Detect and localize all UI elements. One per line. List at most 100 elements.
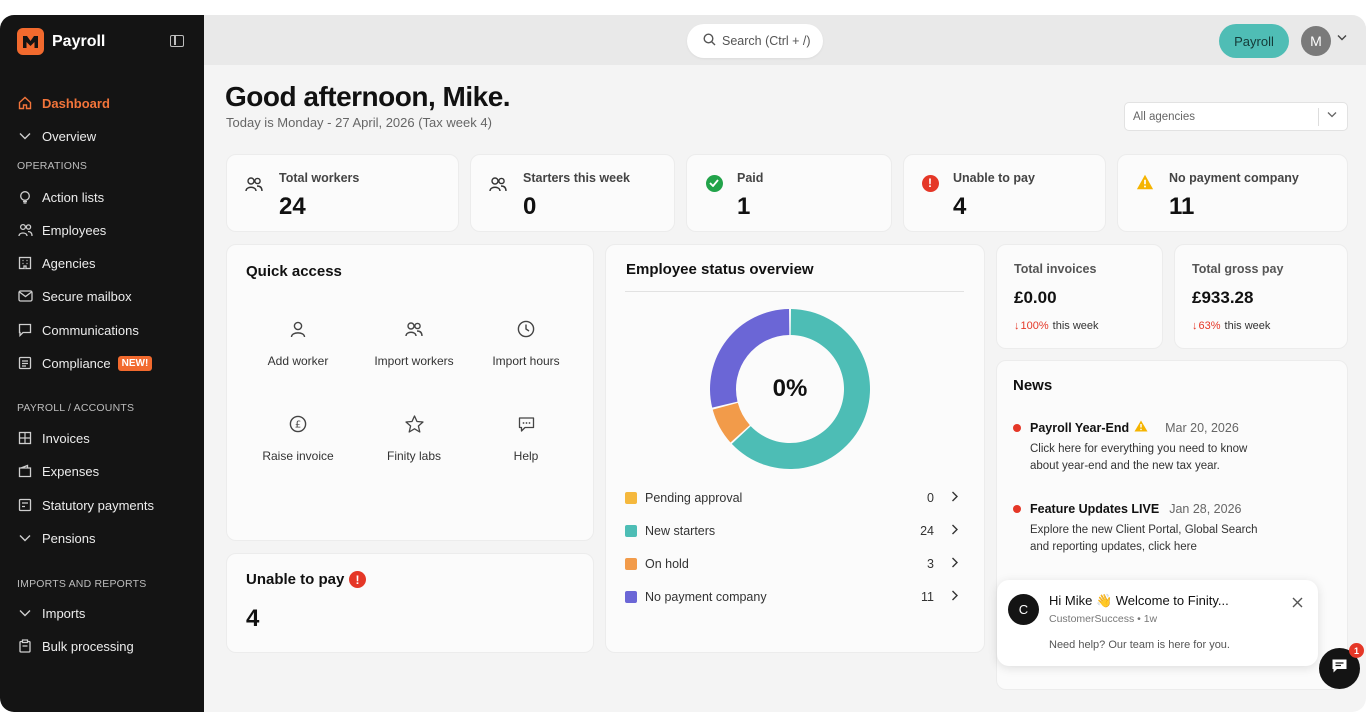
legend-swatch xyxy=(625,525,637,537)
avatar[interactable]: M xyxy=(1301,26,1331,56)
donut-segment-new-starters[interactable] xyxy=(731,309,870,469)
alert-circle-icon: ! xyxy=(921,174,939,192)
legend-swatch xyxy=(625,558,637,570)
sidebar-item-imports[interactable]: Imports xyxy=(17,603,85,623)
legend-row[interactable]: New starters 24 xyxy=(625,522,960,540)
quick-import-workers[interactable]: Import workers xyxy=(359,318,469,368)
arrow-down-icon: ↓ xyxy=(1192,320,1198,332)
sidebar-item-bulk-processing[interactable]: Bulk processing xyxy=(17,636,134,656)
legend-label: On hold xyxy=(645,557,689,571)
payroll-button[interactable]: Payroll xyxy=(1219,24,1289,58)
unable-to-pay-card[interactable] xyxy=(226,553,594,653)
sidebar-item-secure-mailbox[interactable]: Secure mailbox xyxy=(17,286,132,306)
quick-finity-labs[interactable]: Finity labs xyxy=(359,413,469,463)
quick-item-label: Import workers xyxy=(374,354,454,368)
quick-access-title: Quick access xyxy=(246,263,342,280)
app-name: Payroll xyxy=(52,32,106,50)
sidebar-item-communications[interactable]: Communications xyxy=(17,320,139,340)
check-circle-icon xyxy=(705,174,723,192)
quick-raise-invoice[interactable]: £ Raise invoice xyxy=(243,413,353,463)
search-placeholder: Search (Ctrl + /) xyxy=(722,34,811,48)
quick-item-label: Help xyxy=(513,449,539,463)
stat-label: Paid xyxy=(737,171,764,185)
users-icon xyxy=(359,318,469,340)
chevron-down-icon xyxy=(17,128,33,144)
top-bar: Search (Ctrl + /) Payroll M xyxy=(204,15,1366,65)
quick-help[interactable]: Help xyxy=(471,413,581,463)
building-icon xyxy=(17,255,33,271)
donut-segment-on-hold[interactable] xyxy=(712,402,750,443)
sidebar-item-expenses[interactable]: Expenses xyxy=(17,461,99,481)
sidebar-item-dashboard[interactable]: Dashboard xyxy=(17,93,110,113)
section-payroll-accounts: PAYROLL / ACCOUNTS xyxy=(17,402,135,414)
pound-icon: £ xyxy=(243,413,353,435)
news-item-date: Jan 28, 2026 xyxy=(1169,502,1242,516)
chat-popup[interactable]: C Hi Mike 👋 Welcome to Finity... Custome… xyxy=(997,580,1318,666)
quick-item-label: Finity labs xyxy=(386,449,442,463)
chat-popup-meta: CustomerSuccess • 1w xyxy=(1049,613,1158,625)
quick-add-worker[interactable]: Add worker xyxy=(243,318,353,368)
gross-pay-value: £933.28 xyxy=(1192,288,1254,307)
sidebar-collapse-icon[interactable] xyxy=(170,35,184,47)
legend-row[interactable]: No payment company 11 xyxy=(625,588,960,606)
sidebar-item-compliance[interactable]: Compliance NEW! xyxy=(17,353,153,373)
sidebar: Payroll Dashboard Overview OPERATIONS Ac… xyxy=(0,15,204,712)
legend-swatch xyxy=(625,492,637,504)
legend-count: 0 xyxy=(927,491,934,505)
stat-card-total-workers[interactable]: Total workers 24 xyxy=(226,154,459,232)
news-dot xyxy=(1013,423,1021,432)
stat-value: 24 xyxy=(279,193,306,220)
sidebar-item-label: Pensions xyxy=(42,530,96,546)
news-item-title: Feature Updates LIVE xyxy=(1030,502,1160,516)
quick-import-hours[interactable]: Import hours xyxy=(471,318,581,368)
agency-select-value: All agencies xyxy=(1133,110,1196,123)
stat-card-no-payment-company[interactable]: No payment company 11 xyxy=(1117,154,1348,232)
sidebar-item-label: Invoices xyxy=(42,430,90,446)
warning-icon xyxy=(1136,173,1154,191)
stat-card-starters[interactable]: Starters this week 0 xyxy=(470,154,675,232)
sidebar-item-employees[interactable]: Employees xyxy=(17,220,106,240)
brand[interactable]: Payroll xyxy=(17,28,105,55)
legend-row[interactable]: On hold 3 xyxy=(625,555,960,573)
agency-select[interactable]: All agencies xyxy=(1124,102,1348,131)
sidebar-item-invoices[interactable]: Invoices xyxy=(17,428,90,448)
unread-badge: 1 xyxy=(1349,643,1364,658)
stat-card-unable-to-pay[interactable]: ! Unable to pay 4 xyxy=(903,154,1106,232)
stat-value: 4 xyxy=(953,193,967,220)
stat-label: Unable to pay xyxy=(953,171,1035,185)
total-gross-pay-card[interactable]: Total gross pay £933.28 ↓ 63% this week xyxy=(1174,244,1348,349)
search-input[interactable]: Search (Ctrl + /) xyxy=(687,24,823,58)
news-item[interactable]: Feature Updates LIVE Jan 28, 2026 Explor… xyxy=(1013,502,1333,556)
stat-label: No payment company xyxy=(1169,171,1299,185)
sidebar-item-statutory-payments[interactable]: Statutory payments xyxy=(17,495,154,515)
chevron-down-icon[interactable] xyxy=(1337,32,1347,44)
document-icon xyxy=(17,355,33,371)
page-title: Good afternoon, Mike. xyxy=(225,81,511,112)
sidebar-item-agencies[interactable]: Agencies xyxy=(17,253,95,273)
date-subtitle: Today is Monday - 27 April, 2026 (Tax we… xyxy=(226,115,492,130)
total-invoices-card[interactable]: Total invoices £0.00 ↓ 100% this week xyxy=(996,244,1163,349)
stat-value: 11 xyxy=(1169,193,1195,220)
chevron-down-icon xyxy=(17,605,33,621)
sidebar-item-action-lists[interactable]: Action lists xyxy=(17,187,104,207)
sidebar-item-label: Action lists xyxy=(42,189,105,205)
arrow-down-icon: ↓ xyxy=(1014,320,1020,332)
close-icon[interactable] xyxy=(1292,595,1303,613)
sidebar-item-pensions[interactable]: Pensions xyxy=(17,528,95,548)
sidebar-item-label: Secure mailbox xyxy=(42,288,132,304)
sidebar-item-label: Employees xyxy=(42,222,107,238)
sidebar-item-overview[interactable]: Overview xyxy=(17,126,96,146)
stat-card-paid[interactable]: Paid 1 xyxy=(686,154,892,232)
legend-count: 11 xyxy=(921,590,934,604)
legend-row[interactable]: Pending approval 0 xyxy=(625,489,960,507)
clipboard-icon xyxy=(17,638,33,654)
donut-segment-no-payment-company[interactable] xyxy=(710,309,790,408)
chat-avatar: C xyxy=(1008,594,1039,625)
chat-popup-title: Hi Mike 👋 Welcome to Finity... xyxy=(1049,593,1229,608)
users-icon xyxy=(489,175,507,193)
sidebar-item-label: Bulk processing xyxy=(42,638,134,654)
news-item[interactable]: Payroll Year-End Mar 20, 2026 Click here… xyxy=(1013,420,1333,475)
logo-icon xyxy=(17,28,44,55)
chat-popup-message: Need help? Our team is here for you. xyxy=(1049,639,1230,651)
unable-to-pay-title: Unable to pay xyxy=(246,571,345,588)
